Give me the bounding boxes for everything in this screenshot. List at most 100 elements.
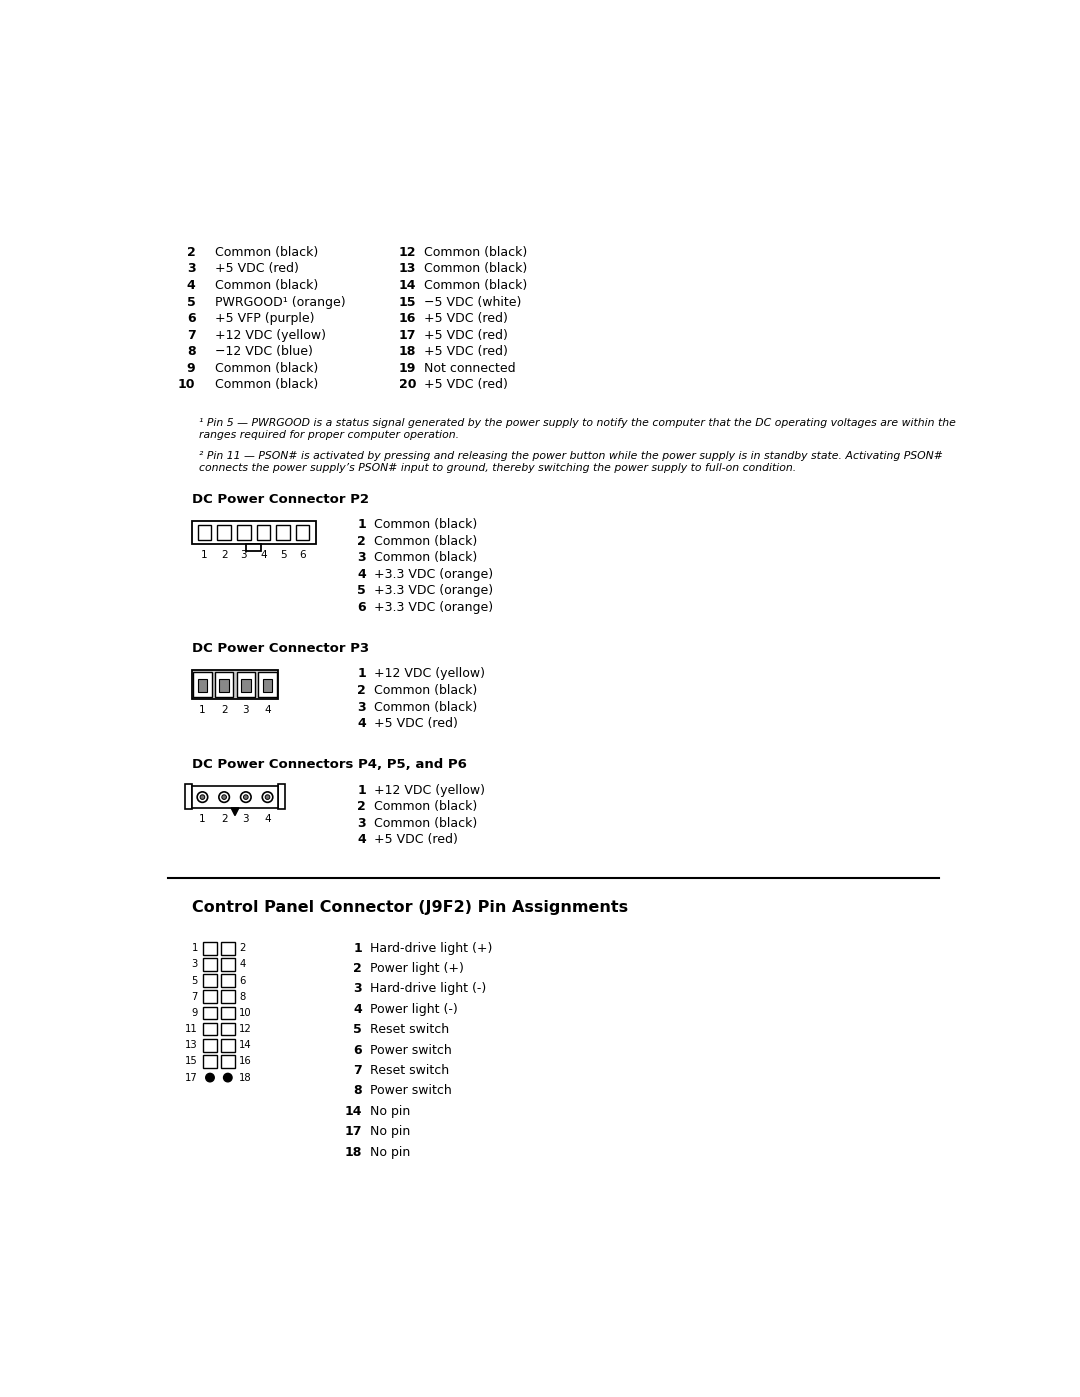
- Text: 2: 2: [187, 246, 195, 258]
- Text: 7: 7: [353, 1065, 362, 1077]
- Text: 3: 3: [357, 700, 366, 714]
- Text: +5 VDC (red): +5 VDC (red): [424, 328, 508, 342]
- Text: Common (black): Common (black): [374, 552, 477, 564]
- Circle shape: [200, 795, 205, 799]
- Text: Common (black): Common (black): [374, 685, 477, 697]
- Text: 20: 20: [399, 379, 416, 391]
- Text: 4: 4: [357, 834, 366, 847]
- Text: 4: 4: [357, 717, 366, 731]
- Text: Common (black): Common (black): [374, 817, 477, 830]
- Text: 2: 2: [357, 800, 366, 813]
- Bar: [203, 958, 217, 971]
- Text: 1: 1: [357, 784, 366, 796]
- Text: 1: 1: [353, 942, 362, 954]
- Text: 7: 7: [187, 328, 195, 342]
- Text: Power light (+): Power light (+): [369, 963, 463, 975]
- Text: 8: 8: [187, 345, 195, 358]
- Text: 19: 19: [399, 362, 416, 374]
- Text: +12 VDC (yellow): +12 VDC (yellow): [215, 328, 326, 342]
- Text: 2: 2: [240, 943, 245, 953]
- Bar: [246, 543, 261, 550]
- Text: Common (black): Common (black): [215, 379, 319, 391]
- Text: +5 VFP (purple): +5 VFP (purple): [215, 312, 314, 326]
- Text: 6: 6: [299, 550, 306, 560]
- Text: 5: 5: [280, 550, 286, 560]
- Text: 12: 12: [399, 246, 416, 258]
- Text: 3: 3: [243, 705, 249, 715]
- Text: 2: 2: [220, 705, 228, 715]
- Circle shape: [241, 792, 251, 802]
- Bar: [217, 525, 231, 539]
- Bar: [221, 1007, 234, 1020]
- Bar: [203, 990, 217, 1003]
- Text: 5: 5: [353, 1023, 362, 1037]
- Text: 9: 9: [187, 362, 195, 374]
- Text: +5 VDC (red): +5 VDC (red): [424, 379, 508, 391]
- Text: No pin: No pin: [369, 1146, 410, 1158]
- Bar: [203, 942, 217, 954]
- Text: 14: 14: [345, 1105, 362, 1118]
- Bar: [257, 525, 270, 539]
- Text: 6: 6: [240, 975, 245, 985]
- Text: 1: 1: [357, 518, 366, 531]
- Text: +12 VDC (yellow): +12 VDC (yellow): [374, 784, 485, 796]
- Text: Common (black): Common (black): [424, 263, 527, 275]
- Bar: [262, 679, 272, 692]
- Text: Reset switch: Reset switch: [369, 1065, 449, 1077]
- Text: 3: 3: [187, 263, 195, 275]
- Bar: [279, 784, 284, 809]
- Text: 3: 3: [357, 817, 366, 830]
- Text: Control Panel Connector (J9F2) Pin Assignments: Control Panel Connector (J9F2) Pin Assig…: [191, 900, 627, 915]
- Text: 2: 2: [220, 550, 228, 560]
- Bar: [237, 672, 255, 697]
- Bar: [186, 784, 191, 809]
- Text: 1: 1: [191, 943, 198, 953]
- Text: Common (black): Common (black): [374, 800, 477, 813]
- Text: 18: 18: [399, 345, 416, 358]
- Bar: [203, 1055, 217, 1067]
- Text: 10: 10: [178, 379, 195, 391]
- Bar: [221, 1023, 234, 1035]
- Circle shape: [219, 792, 229, 802]
- Text: 10: 10: [240, 1007, 252, 1018]
- Text: 17: 17: [399, 328, 416, 342]
- Text: 18: 18: [240, 1073, 252, 1083]
- Text: 2: 2: [357, 685, 366, 697]
- Text: 3: 3: [243, 814, 249, 824]
- Bar: [203, 1039, 217, 1052]
- Text: 4: 4: [265, 705, 271, 715]
- Bar: [296, 525, 310, 539]
- Polygon shape: [231, 807, 239, 816]
- Text: +3.3 VDC (orange): +3.3 VDC (orange): [374, 601, 492, 613]
- Text: 18: 18: [345, 1146, 362, 1158]
- Text: 17: 17: [345, 1125, 362, 1139]
- Circle shape: [221, 795, 227, 799]
- Text: 1: 1: [357, 668, 366, 680]
- Circle shape: [243, 795, 248, 799]
- Text: 16: 16: [399, 312, 416, 326]
- Bar: [258, 672, 276, 697]
- Bar: [203, 1023, 217, 1035]
- Bar: [191, 787, 279, 807]
- Text: 4: 4: [357, 567, 366, 581]
- Text: −12 VDC (blue): −12 VDC (blue): [215, 345, 313, 358]
- Text: No pin: No pin: [369, 1105, 410, 1118]
- Text: Hard-drive light (-): Hard-drive light (-): [369, 982, 486, 995]
- Text: 17: 17: [185, 1073, 198, 1083]
- Circle shape: [205, 1073, 214, 1081]
- Text: 5: 5: [187, 296, 195, 309]
- Bar: [221, 958, 234, 971]
- Bar: [193, 672, 212, 697]
- Text: 1: 1: [201, 550, 207, 560]
- Bar: [221, 974, 234, 986]
- Text: 14: 14: [399, 279, 416, 292]
- Text: 11: 11: [185, 1024, 198, 1034]
- Text: +3.3 VDC (orange): +3.3 VDC (orange): [374, 567, 492, 581]
- Text: +12 VDC (yellow): +12 VDC (yellow): [374, 668, 485, 680]
- Text: 13: 13: [185, 1041, 198, 1051]
- Text: +5 VDC (red): +5 VDC (red): [374, 717, 458, 731]
- Text: Hard-drive light (+): Hard-drive light (+): [369, 942, 492, 954]
- Text: 14: 14: [240, 1041, 252, 1051]
- Text: 4: 4: [265, 814, 271, 824]
- Text: Not connected: Not connected: [424, 362, 516, 374]
